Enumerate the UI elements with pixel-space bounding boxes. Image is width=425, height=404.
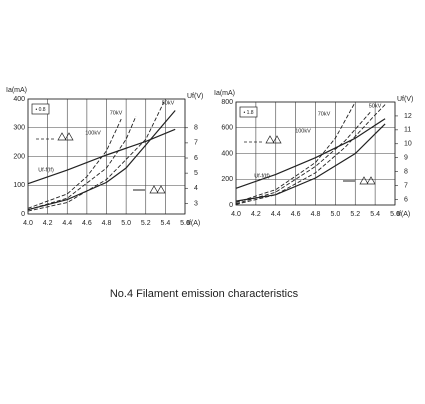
y2-tick-label: 9 xyxy=(404,155,408,162)
x-axis-title: If(A) xyxy=(187,220,200,227)
x-tick-label: 5.0 xyxy=(121,220,131,227)
annotation: 100kV xyxy=(295,128,311,134)
y-tick-label: 400 xyxy=(221,150,233,157)
curve xyxy=(235,112,371,205)
y2-tick-label: 6 xyxy=(404,196,408,203)
x-tick-label: 4.6 xyxy=(82,220,92,227)
y-tick-label: 0 xyxy=(229,202,233,209)
annotation: 50kV xyxy=(369,103,382,109)
y-tick-label: 200 xyxy=(221,176,233,183)
x-tick-label: 5.6 xyxy=(390,211,400,218)
y2-tick-label: 7 xyxy=(404,182,408,189)
annotation: 70kV xyxy=(318,111,331,117)
y2-tick-label: 12 xyxy=(404,113,412,120)
annotation: 50kV xyxy=(162,100,175,106)
y2-tick-label: 10 xyxy=(404,141,412,148)
x-tick-label: 4.0 xyxy=(231,211,241,218)
annotation: 100kV xyxy=(85,130,101,136)
legend-symbol xyxy=(359,176,376,185)
x-tick-label: 5.4 xyxy=(161,220,171,227)
legend-symbol xyxy=(149,185,166,194)
y2-axis-title: Uf(V) xyxy=(397,96,413,103)
y2-tick-label: 8 xyxy=(404,168,408,175)
curve xyxy=(27,98,166,212)
plot-frame xyxy=(27,98,186,215)
x-tick-label: 4.8 xyxy=(102,220,112,227)
x-tick-label: 4.4 xyxy=(62,220,72,227)
y-axis-title: Ia(mA) xyxy=(214,90,235,97)
legend-box-label: • 1.8 xyxy=(243,110,253,116)
y-tick-label: 0 xyxy=(21,211,25,218)
annotation: Uf-f(If) xyxy=(254,173,270,179)
y-tick-label: 800 xyxy=(221,99,233,106)
curve xyxy=(27,118,122,209)
y-tick-label: 100 xyxy=(13,182,25,189)
annotation: Uf-f(If) xyxy=(38,167,54,173)
y-axis-title: Ia(mA) xyxy=(6,87,27,94)
x-tick-label: 5.2 xyxy=(141,220,151,227)
y2-tick-label: 7 xyxy=(194,140,198,147)
y2-axis-title: Uf(V) xyxy=(187,93,203,100)
y-tick-label: 200 xyxy=(13,153,25,160)
x-tick-label: 4.8 xyxy=(311,211,321,218)
x-tick-label: 5.6 xyxy=(180,220,190,227)
y2-tick-label: 4 xyxy=(194,185,198,192)
y2-tick-label: 6 xyxy=(194,155,198,162)
curve xyxy=(27,128,176,185)
x-tick-label: 5.4 xyxy=(370,211,380,218)
curve xyxy=(235,123,386,202)
y-tick-label: 300 xyxy=(13,125,25,132)
curve xyxy=(27,116,137,211)
curve xyxy=(235,104,386,205)
x-tick-label: 4.4 xyxy=(271,211,281,218)
legend-symbol xyxy=(265,135,282,144)
x-tick-label: 5.2 xyxy=(350,211,360,218)
y2-tick-label: 11 xyxy=(404,127,411,134)
legend-box xyxy=(31,103,50,115)
caption: No.4 Filament emission characteristics xyxy=(110,288,299,300)
curve xyxy=(235,118,386,189)
x-axis-title: If(A) xyxy=(397,211,410,218)
legend-box xyxy=(239,106,258,118)
legend-symbol xyxy=(57,132,74,141)
curve xyxy=(27,110,176,211)
annotation: 70kV xyxy=(110,110,123,116)
x-tick-label: 5.0 xyxy=(331,211,341,218)
x-tick-label: 4.6 xyxy=(291,211,301,218)
y2-tick-label: 8 xyxy=(194,125,198,132)
y2-tick-label: 5 xyxy=(194,170,198,177)
curve xyxy=(235,101,356,203)
legend-box-label: • 0.8 xyxy=(35,107,45,113)
x-tick-label: 4.0 xyxy=(23,220,33,227)
plot-frame xyxy=(235,101,396,206)
x-tick-label: 4.2 xyxy=(251,211,261,218)
y-tick-label: 400 xyxy=(13,96,25,103)
y-tick-label: 600 xyxy=(221,125,233,132)
y2-tick-label: 3 xyxy=(194,200,198,207)
x-tick-label: 4.2 xyxy=(43,220,53,227)
